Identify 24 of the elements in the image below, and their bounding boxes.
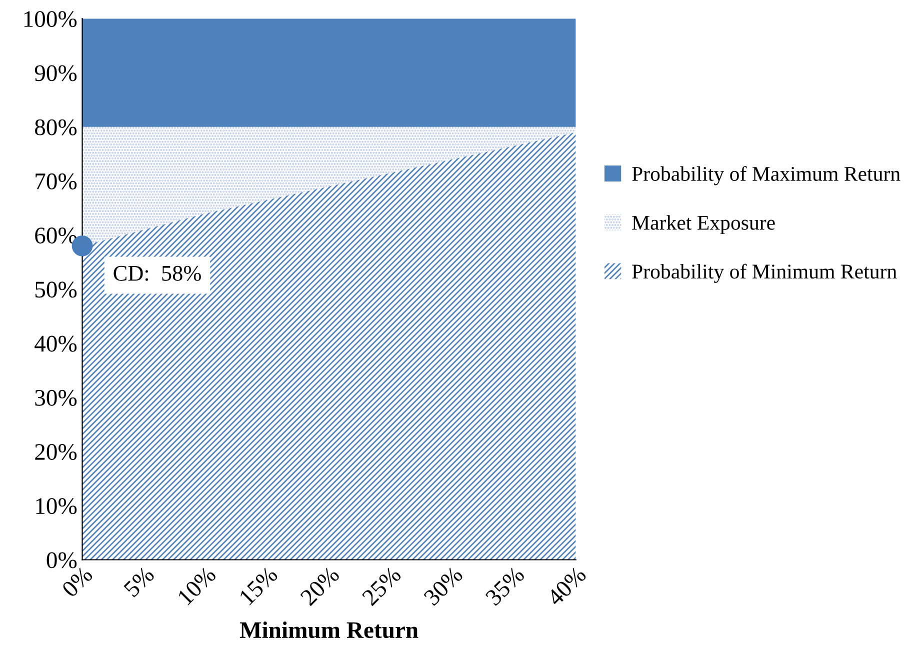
x-tick-label: 25%: [361, 566, 402, 606]
x-tick-label: 30%: [423, 566, 464, 606]
x-tick-label: 20%: [300, 566, 340, 606]
y-tick-label: 50%: [35, 282, 77, 298]
y-tick-label: 90%: [34, 65, 77, 82]
x-axis-title: Minimum Return: [240, 621, 418, 638]
y-tick-label: 100%: [24, 11, 77, 28]
legend-label: Market Exposure: [632, 215, 775, 234]
y-tick-label: 0%: [46, 552, 77, 568]
x-tick-label: 10%: [177, 566, 217, 606]
legend-label: Probability of Minimum Return: [632, 264, 897, 283]
y-tick-label: 10%: [36, 498, 77, 514]
y-tick-label: 80%: [35, 119, 77, 136]
y-tick-label: 20%: [35, 444, 77, 460]
legend-label: Probability of Maximum Return: [632, 166, 900, 186]
x-tick-label: 5%: [123, 566, 156, 598]
y-tick-label: 40%: [34, 336, 77, 352]
y-tick-label: 70%: [36, 173, 77, 190]
x-tick-label: 40%: [546, 566, 588, 607]
x-tick-label: 15%: [238, 566, 279, 606]
annotation: CD: 58%: [114, 266, 201, 281]
y-tick-label: 30%: [35, 390, 77, 406]
x-tick-label: 35%: [484, 566, 526, 606]
y-tick-label: 60%: [35, 228, 77, 244]
